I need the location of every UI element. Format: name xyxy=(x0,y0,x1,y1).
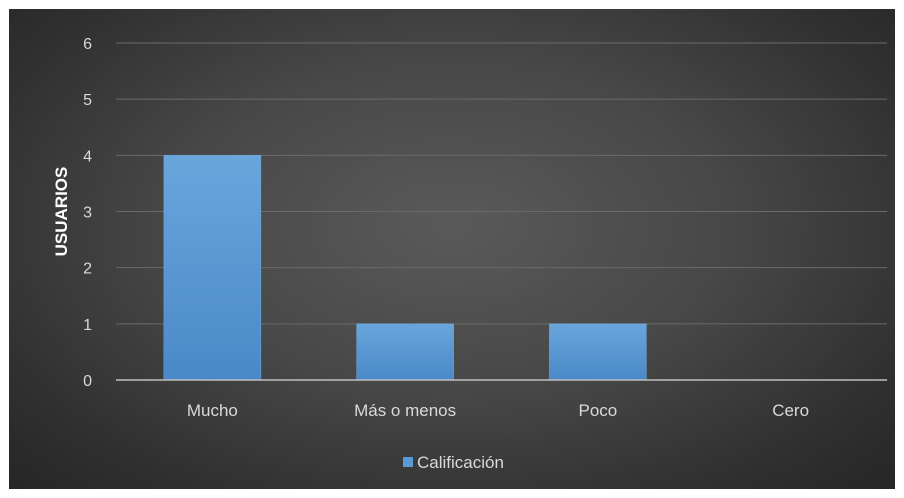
bars xyxy=(163,155,647,381)
y-tick-label: 3 xyxy=(83,205,92,222)
y-tick-label: 2 xyxy=(83,261,92,278)
legend: Calificación xyxy=(403,453,504,472)
chart-area: 0 1 2 3 4 5 6 Mucho Más o menos Poco Cero USUARIO… xyxy=(9,9,895,489)
legend-label: Calificación xyxy=(417,453,504,472)
x-category-labels: Mucho Más o menos Poco Cero xyxy=(187,401,809,420)
y-tick-label: 6 xyxy=(83,36,92,53)
y-tick-label: 1 xyxy=(83,317,92,334)
bar-0 xyxy=(163,155,262,381)
x-category-label: Mucho xyxy=(187,401,238,420)
x-category-label: Cero xyxy=(772,401,809,420)
x-category-label: Más o menos xyxy=(354,401,456,420)
y-tick-label: 5 xyxy=(83,92,92,109)
x-category-label: Poco xyxy=(579,401,618,420)
legend-swatch xyxy=(403,457,413,467)
y-tick-label: 0 xyxy=(83,373,92,390)
bar-2 xyxy=(549,323,647,381)
y-tick-label: 4 xyxy=(83,148,92,165)
bar-chart: 0 1 2 3 4 5 6 Mucho Más o menos Poco Cero USUARIO… xyxy=(52,36,887,472)
y-tick-labels: 0 1 2 3 4 5 6 xyxy=(83,36,92,390)
y-axis-title: USUARIOS xyxy=(52,167,71,257)
bar-1 xyxy=(356,323,454,381)
